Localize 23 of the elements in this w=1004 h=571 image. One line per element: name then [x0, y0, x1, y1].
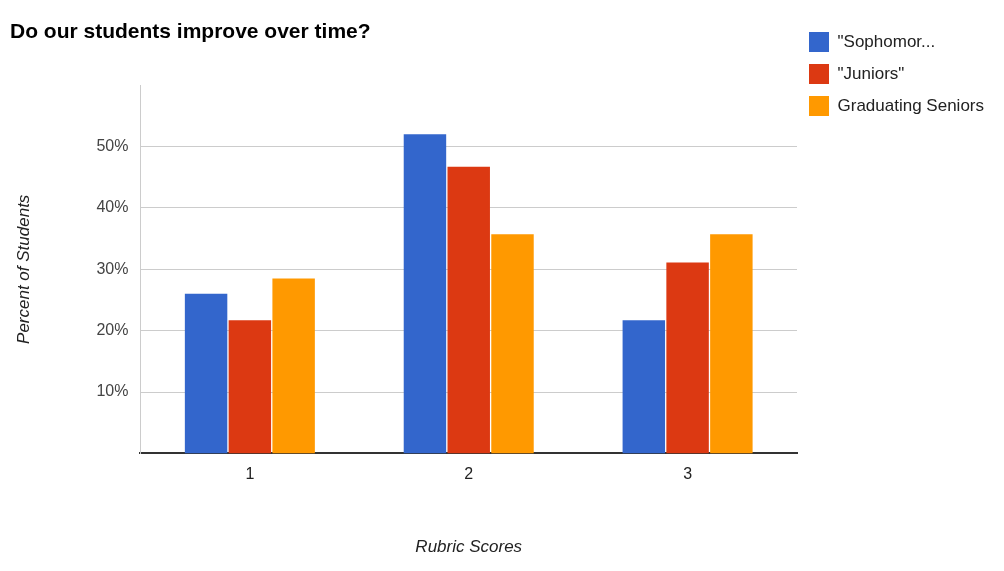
y-tick-label: 40%: [96, 198, 129, 216]
y-tick-label: 20%: [96, 321, 129, 339]
legend-label: "Sophomor...: [837, 31, 936, 51]
y-tick-label: 50%: [96, 136, 129, 154]
x-tick-label: 2: [464, 465, 474, 483]
y-axis-title: Percent of Students: [13, 194, 33, 344]
bar: [228, 320, 272, 454]
bar: [403, 134, 447, 454]
bar: [666, 262, 709, 454]
bar: [184, 293, 228, 454]
bar: [447, 166, 490, 454]
legend-label: Graduating Seniors: [837, 95, 985, 115]
bar: [272, 278, 315, 454]
bar: [622, 320, 666, 454]
bar: [710, 234, 753, 454]
legend-label: "Juniors": [837, 63, 905, 83]
y-tick-label: 30%: [96, 259, 129, 277]
chart-title: Do our students improve over time?: [10, 19, 371, 43]
bar: [491, 234, 534, 454]
x-axis-title: Rubric Scores: [415, 536, 523, 556]
x-tick-label: 3: [683, 465, 693, 483]
y-tick-label: 10%: [96, 382, 129, 400]
x-tick-label: 1: [245, 465, 255, 483]
